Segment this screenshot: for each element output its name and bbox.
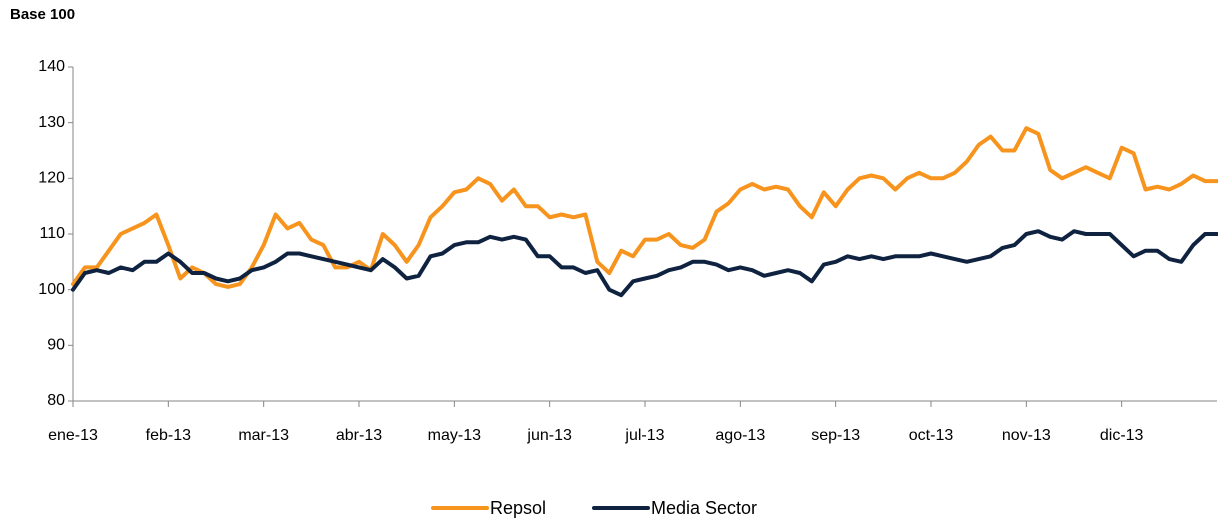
legend-label: Repsol (490, 498, 546, 518)
y-tick-label: 110 (39, 225, 65, 242)
x-tick-label: may-13 (428, 427, 481, 444)
x-tick-label: nov-13 (1002, 427, 1051, 444)
y-tick-label: 120 (38, 170, 65, 187)
x-tick-label: oct-13 (909, 427, 954, 444)
x-tick-label: abr-13 (336, 427, 382, 444)
chart-title: Base 100 (10, 6, 75, 23)
y-tick-label: 140 (38, 58, 65, 75)
y-tick-label: 100 (38, 281, 65, 298)
x-tick-label: mar-13 (238, 427, 289, 444)
x-tick-label: ene-13 (48, 427, 98, 444)
x-tick-label: feb-13 (146, 427, 191, 444)
x-tick-label: jul-13 (624, 427, 664, 444)
y-tick-label: 90 (47, 337, 65, 354)
series-line (71, 229, 1218, 298)
y-tick-label: 80 (47, 392, 65, 409)
y-tick-label: 130 (38, 114, 65, 131)
x-tick-label: jun-13 (526, 427, 572, 444)
legend-label: Media Sector (651, 498, 757, 518)
x-tick-label: ago-13 (715, 427, 765, 444)
x-tick-label: sep-13 (811, 427, 860, 444)
series-line (71, 126, 1218, 289)
x-tick-label: dic-13 (1100, 427, 1144, 444)
